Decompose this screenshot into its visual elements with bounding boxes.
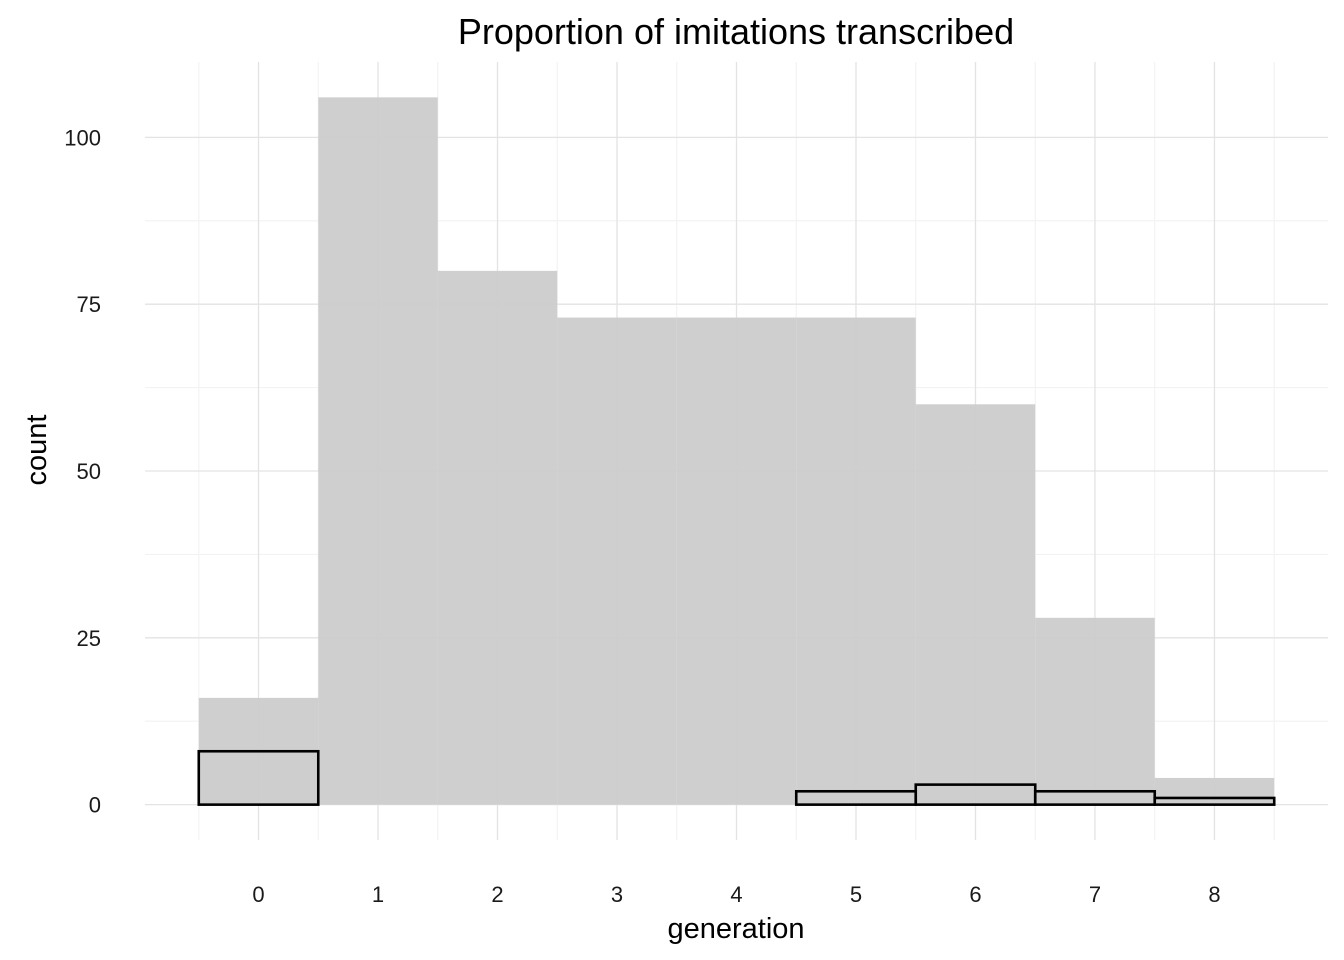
y-axis-title: count (21, 415, 53, 486)
bar-series-0-gen-8 (1154, 777, 1275, 805)
x-axis-ticks: 0 1 2 3 4 5 6 7 8 (252, 882, 1220, 907)
bar-series-1-gen-8 (1153, 796, 1276, 806)
y-axis-ticks: 0 25 50 75 100 (64, 125, 101, 817)
x-tick-label-1: 1 (372, 882, 384, 907)
y-tick-label-3: 75 (77, 292, 101, 317)
x-tick-label-8: 8 (1208, 882, 1220, 907)
bar-series-1-gen-6 (914, 783, 1037, 806)
x-tick-label-6: 6 (969, 882, 981, 907)
y-tick-label-2: 50 (77, 459, 101, 484)
bars (197, 97, 1276, 806)
bar-series-0-gen-6 (915, 404, 1036, 805)
bar-series-1-gen-7 (1033, 789, 1157, 806)
x-axis-title: generation (667, 913, 804, 945)
bar-series-0-gen-4 (676, 317, 797, 805)
bar-series-0-gen-1 (318, 97, 438, 805)
x-tick-label-0: 0 (252, 882, 264, 907)
x-tick-label-3: 3 (611, 882, 623, 907)
x-tick-label-4: 4 (730, 882, 742, 907)
x-tick-label-5: 5 (850, 882, 862, 907)
bar-series-0-gen-2 (437, 270, 558, 805)
x-tick-label-2: 2 (491, 882, 503, 907)
bar-series-0-gen-3 (557, 317, 677, 805)
y-tick-label-4: 100 (64, 125, 101, 150)
bar-series-0-gen-7 (1035, 617, 1155, 805)
y-tick-label-1: 25 (77, 626, 101, 651)
bar-series-0-gen-5 (796, 317, 916, 805)
bar-series-1-gen-5 (794, 789, 918, 806)
x-tick-label-7: 7 (1089, 882, 1101, 907)
y-tick-label-0: 0 (89, 793, 101, 818)
chart-title: Proportion of imitations transcribed (458, 11, 1014, 52)
bar-series-1-gen-0 (197, 749, 320, 806)
